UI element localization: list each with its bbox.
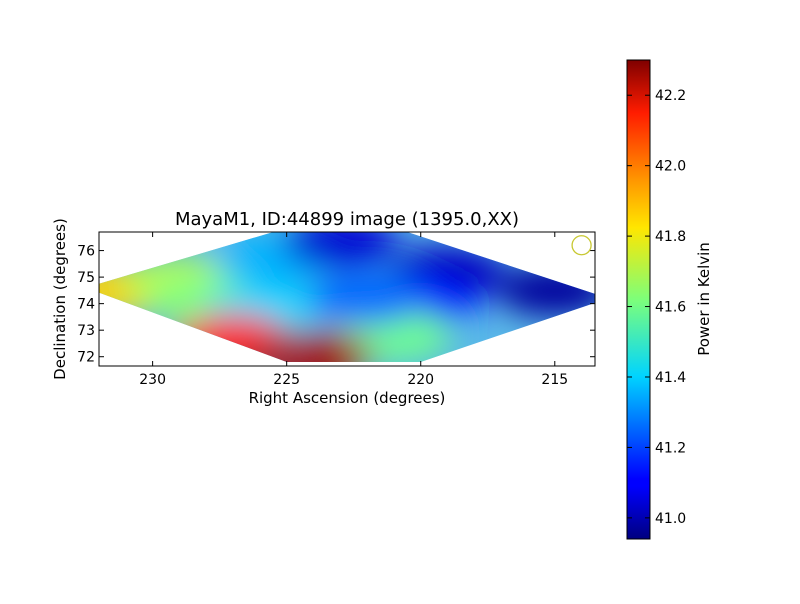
x-axis-label: Right Ascension (degrees)	[249, 389, 446, 407]
colorbar-tick-label: 42.2	[655, 88, 686, 104]
colorbar	[626, 59, 651, 540]
colorbar-ticks: 41.0 41.2 41.4 41.6 41.8 42.0 42.2	[627, 88, 686, 527]
axes-frame	[98, 231, 596, 367]
colorbar-tick-label: 41.0	[655, 511, 686, 527]
field-sample	[255, 330, 372, 362]
colorbar-tick-label: 41.8	[655, 229, 686, 245]
chart-title: MayaM1, ID:44899 image (1395.0,XX)	[175, 209, 519, 230]
x-tick-label: 230	[139, 372, 166, 388]
x-axis: 230 225 220 215	[139, 232, 568, 388]
y-tick-label: 76	[77, 244, 95, 260]
colorbar-tick-label: 42.0	[655, 159, 686, 175]
field-sample	[282, 232, 399, 269]
field-sample	[309, 272, 426, 325]
colorbar-label: Power in Kelvin	[695, 242, 713, 356]
x-tick-label: 220	[407, 372, 434, 388]
x-tick-label: 215	[541, 372, 568, 388]
beam-marker	[571, 235, 592, 256]
colorbar-tick-label: 41.6	[655, 300, 686, 316]
y-tick-label: 73	[77, 323, 95, 339]
y-tick-label: 72	[77, 350, 95, 366]
y-tick-label: 74	[77, 297, 95, 313]
plot-area	[99, 232, 595, 362]
colorbar-tick-label: 41.2	[655, 440, 686, 456]
y-axis: 72 73 74 75 76	[77, 244, 595, 366]
colorbar-tick-label: 41.4	[655, 370, 686, 386]
x-tick-label: 225	[273, 372, 300, 388]
y-tick-label: 75	[77, 270, 95, 286]
y-axis-label: Declination (degrees)	[51, 218, 69, 380]
